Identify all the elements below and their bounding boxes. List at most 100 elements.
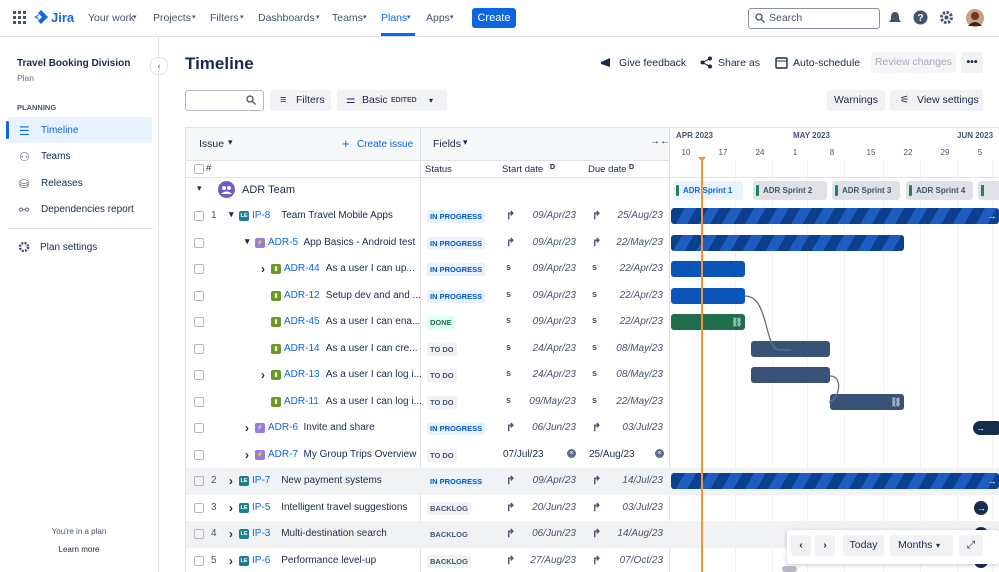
view-button[interactable]: ⚌ Basic EDITED ▾ (337, 90, 447, 111)
start-date[interactable]: 09/May/23 (529, 395, 576, 407)
nav-item[interactable]: Projects (153, 12, 191, 24)
nav-item[interactable]: Your work (88, 12, 135, 24)
fields-header[interactable]: Fields (433, 138, 462, 150)
clear-start[interactable]: × (567, 448, 576, 458)
row-expander[interactable]: › (261, 262, 265, 277)
auto-schedule[interactable]: Auto-schedule (793, 57, 861, 69)
issue-header[interactable]: Issue (199, 138, 225, 150)
row-checkbox[interactable] (194, 396, 204, 407)
collapse-sidebar[interactable]: ‹ (150, 57, 168, 75)
due-date[interactable]: 14/Jul/23 (622, 475, 663, 487)
learn-more[interactable]: Learn more (58, 545, 100, 554)
select-all[interactable] (194, 164, 204, 174)
due-date[interactable]: 07/Oct/23 (619, 554, 663, 566)
row-checkbox[interactable] (194, 423, 204, 434)
nav-chevron[interactable]: ▾ (192, 14, 196, 21)
due-date[interactable]: 08/May/23 (616, 369, 663, 381)
timeline-bar[interactable] (671, 287, 745, 304)
row-checkbox[interactable] (194, 370, 204, 381)
start-date[interactable]: 07/Jul/23 (503, 448, 544, 460)
scrollbar[interactable] (782, 566, 797, 572)
today-button[interactable]: Today (843, 535, 884, 556)
jira-logo[interactable]: Jira (51, 10, 75, 25)
row-checkbox[interactable] (194, 343, 204, 354)
due-date[interactable]: 14/Aug/23 (617, 528, 663, 540)
next-button[interactable]: › (815, 535, 835, 556)
prev-button[interactable]: ‹ (791, 535, 811, 556)
issue-key[interactable]: IP-7 (252, 475, 271, 487)
search-box[interactable] (748, 8, 880, 29)
share-as[interactable]: Share as (718, 57, 761, 69)
due-date[interactable]: 08/May/23 (616, 342, 663, 354)
issue-dropdown[interactable]: ▾ (228, 137, 233, 147)
timeline-bar[interactable] (751, 367, 830, 384)
row-checkbox[interactable] (194, 237, 204, 248)
due-date[interactable]: 03/Jul/23 (622, 501, 663, 513)
sidebar-item[interactable]: Timeline (41, 125, 79, 136)
warnings-button[interactable]: Warnings (827, 90, 885, 111)
nav-chevron[interactable]: ▾ (450, 14, 454, 21)
offscreen-arrow[interactable]: → (974, 500, 988, 515)
filters-button[interactable]: ≡ Filters (270, 90, 331, 111)
app-switcher[interactable] (13, 11, 26, 24)
issue-key[interactable]: ADR-6 (268, 422, 299, 434)
table-search[interactable] (185, 90, 264, 111)
timeline-bar[interactable]: → (671, 473, 999, 490)
timeline-bar[interactable] (751, 340, 830, 357)
nav-chevron[interactable]: ▾ (240, 14, 244, 21)
nav-item[interactable]: Plans (381, 12, 408, 24)
due-date[interactable]: 22/May/23 (616, 236, 663, 248)
due-date[interactable]: 22/Apr/23 (619, 289, 663, 301)
issue-key[interactable]: ADR-11 (284, 395, 319, 407)
issue-key[interactable]: ADR-13 (284, 369, 320, 381)
due-date[interactable]: 22/May/23 (616, 395, 663, 407)
start-date[interactable]: 06/Jun/23 (532, 528, 576, 540)
row-checkbox[interactable] (194, 529, 204, 540)
issue-key[interactable]: ADR-14 (284, 342, 320, 354)
nav-chevron[interactable]: ▾ (133, 14, 137, 21)
nav-chevron[interactable]: ▾ (407, 14, 411, 21)
row-checkbox[interactable] (194, 317, 204, 328)
timeline-bar[interactable]: ⛓ (830, 393, 904, 410)
sidebar-item[interactable]: Releases (41, 178, 83, 189)
timeline-bar[interactable]: → (671, 208, 999, 225)
start-date[interactable]: 24/Apr/23 (532, 369, 576, 381)
start-date[interactable]: 09/Apr/23 (532, 316, 576, 328)
start-date[interactable]: 09/Apr/23 (532, 475, 576, 487)
issue-key[interactable]: ADR-45 (284, 316, 320, 328)
offscreen-arrow[interactable]: → (973, 421, 999, 436)
due-date[interactable]: 03/Jul/23 (622, 422, 663, 434)
review-changes[interactable]: Review changes (871, 52, 956, 73)
timeline-bar[interactable]: ⛓ (671, 314, 745, 331)
row-expander[interactable]: ▾ (229, 209, 234, 220)
issue-key[interactable]: IP-3 (252, 528, 271, 540)
create-button[interactable]: Create (472, 8, 516, 28)
row-checkbox[interactable] (194, 211, 204, 222)
fields-dropdown[interactable]: ▾ (463, 137, 468, 147)
due-date[interactable]: 25/Aug/23 (617, 210, 663, 222)
issue-key[interactable]: ADR-44 (284, 263, 320, 275)
issue-key[interactable]: IP-8 (252, 210, 271, 222)
row-checkbox[interactable] (194, 449, 204, 460)
nav-item[interactable]: Apps (426, 12, 450, 24)
notifications-icon[interactable] (888, 11, 902, 25)
row-expander[interactable]: › (229, 500, 233, 515)
row-expander[interactable]: › (245, 447, 249, 462)
give-feedback[interactable]: Give feedback (619, 57, 687, 69)
more-actions[interactable]: ••• (961, 52, 983, 73)
row-checkbox[interactable] (194, 476, 204, 487)
issue-key[interactable]: ADR-5 (268, 236, 299, 248)
row-checkbox[interactable] (194, 502, 204, 513)
sidebar-item[interactable]: Teams (41, 151, 71, 162)
timeline-bar[interactable] (671, 234, 904, 251)
nav-chevron[interactable]: ▾ (363, 14, 367, 21)
collapse-fields[interactable]: →← (650, 136, 670, 147)
row-checkbox[interactable] (194, 264, 204, 275)
nav-item[interactable]: Filters (210, 12, 239, 24)
sidebar-item[interactable]: Dependencies report (41, 204, 134, 215)
row-checkbox[interactable] (194, 555, 204, 566)
create-issue[interactable]: Create issue (357, 139, 414, 150)
due-date[interactable]: 25/Aug/23 (589, 448, 635, 460)
plan-settings[interactable]: Plan settings (40, 242, 98, 253)
start-date[interactable]: 27/Aug/23 (530, 554, 576, 566)
